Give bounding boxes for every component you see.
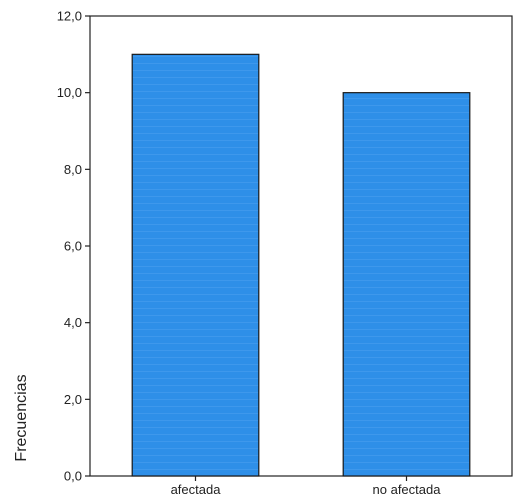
y-tick-label: 4,0	[64, 315, 82, 330]
y-tick-label: 10,0	[57, 85, 82, 100]
y-tick-label: 8,0	[64, 162, 82, 177]
y-tick-label: 12,0	[57, 9, 82, 24]
x-tick-label: afectada	[171, 482, 222, 497]
bar-no-afectada	[342, 92, 471, 477]
y-tick-label: 0,0	[64, 469, 82, 484]
bars	[131, 53, 471, 477]
bar-afectada	[131, 53, 260, 477]
y-axis-title: Frecuencias	[13, 374, 30, 461]
x-axis: afectada no afectada	[171, 476, 442, 497]
y-axis: 0,0 2,0 4,0 6,0 8,0 10,0 12,0	[57, 9, 90, 484]
y-tick-label: 2,0	[64, 392, 82, 407]
y-tick-label: 6,0	[64, 239, 82, 254]
x-tick-label: no afectada	[373, 482, 442, 497]
